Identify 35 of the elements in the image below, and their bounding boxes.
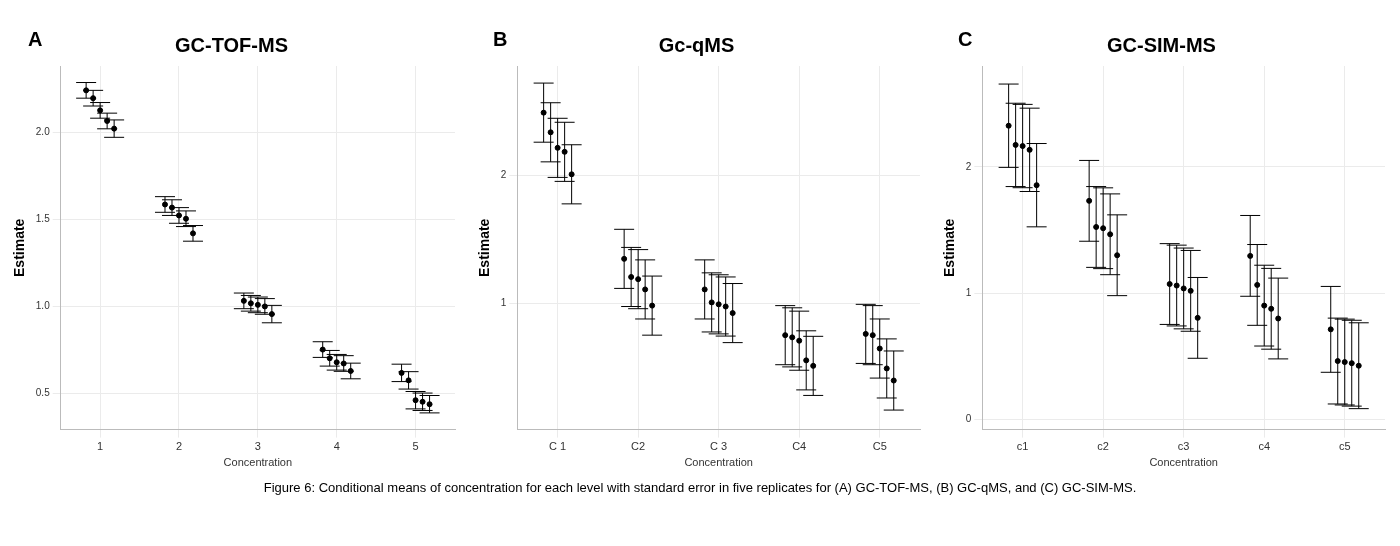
y-tick-label: 0	[965, 413, 972, 425]
chart-title: GC-SIM-MS	[1107, 33, 1216, 56]
caption: Figure 6: Conditional means of concentration for each level with standard error in five replicates for (A) GC-TOF-MS, (B) GC-qMS, and (C) GC-SIM-MS.	[262, 480, 1138, 495]
x-tick-label: C2	[631, 440, 646, 453]
y-axis-title: Estimate	[476, 218, 493, 277]
x-tick-label: c2	[1097, 440, 1109, 453]
x-tick-label: c3	[1177, 440, 1190, 453]
x-tick-label: c5	[1338, 440, 1351, 453]
y-tick-label: 1.0	[35, 299, 51, 311]
x-axis-title: Concentration	[684, 456, 753, 469]
text: A	[28, 28, 43, 51]
x-tick-label: C 1	[549, 440, 567, 453]
text: B	[493, 28, 508, 51]
x-tick-label: C 3	[710, 440, 728, 453]
x-tick-label: C4	[792, 440, 807, 453]
x-tick-label: C5	[872, 440, 887, 453]
x-tick-label: 5	[412, 440, 419, 453]
text: C	[958, 28, 973, 51]
y-tick-label: 2.0	[35, 125, 51, 137]
x-tick-label: 3	[254, 440, 261, 453]
x-tick-label: c1	[1016, 440, 1029, 453]
y-tick-label: 1.5	[35, 212, 51, 224]
y-tick-label: 2	[965, 160, 972, 172]
x-axis-title: Concentration	[1149, 456, 1218, 469]
y-tick-label: 0.5	[35, 386, 51, 398]
x-tick-label: 4	[333, 440, 340, 453]
x-tick-label: 1	[97, 440, 104, 453]
x-tick-label: c4	[1258, 440, 1271, 453]
y-axis-title: Estimate	[11, 218, 28, 277]
chart-title: GC-TOF-MS	[175, 33, 288, 56]
x-tick-label: 2	[175, 440, 183, 453]
y-axis-title: Estimate	[941, 218, 958, 277]
chart-title: Gc-qMS	[658, 33, 735, 56]
x-axis-title: Concentration	[223, 456, 293, 469]
y-tick-label: 1	[965, 287, 972, 298]
